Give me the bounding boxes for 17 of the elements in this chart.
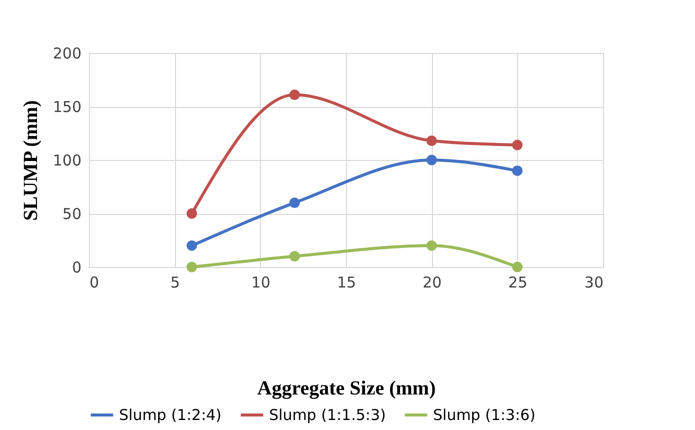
x-tick-label: 30: [584, 274, 604, 292]
x-tick-label: 20: [422, 274, 442, 292]
legend-label: Slump (1:1.5:3): [269, 406, 386, 424]
x-tick-label: 25: [508, 274, 528, 292]
x-tick-label: 15: [336, 274, 356, 292]
x-axis-title: Aggregate Size (mm): [257, 378, 436, 400]
legend-label: Slump (1:3:6): [433, 406, 536, 424]
y-axis-title: SLUMP (mm): [20, 100, 42, 221]
x-tick-label: 5: [170, 274, 180, 292]
y-tick-label: 100: [52, 152, 82, 170]
x-tick-label: 0: [90, 274, 100, 292]
legend-label: Slump (1:2:4): [119, 406, 222, 424]
x-tick-label: 10: [251, 274, 270, 292]
y-tick-label: 0: [72, 258, 82, 276]
y-tick-label: 200: [52, 44, 82, 62]
y-tick-label: 150: [52, 98, 82, 116]
y-tick-label: 50: [62, 205, 82, 223]
